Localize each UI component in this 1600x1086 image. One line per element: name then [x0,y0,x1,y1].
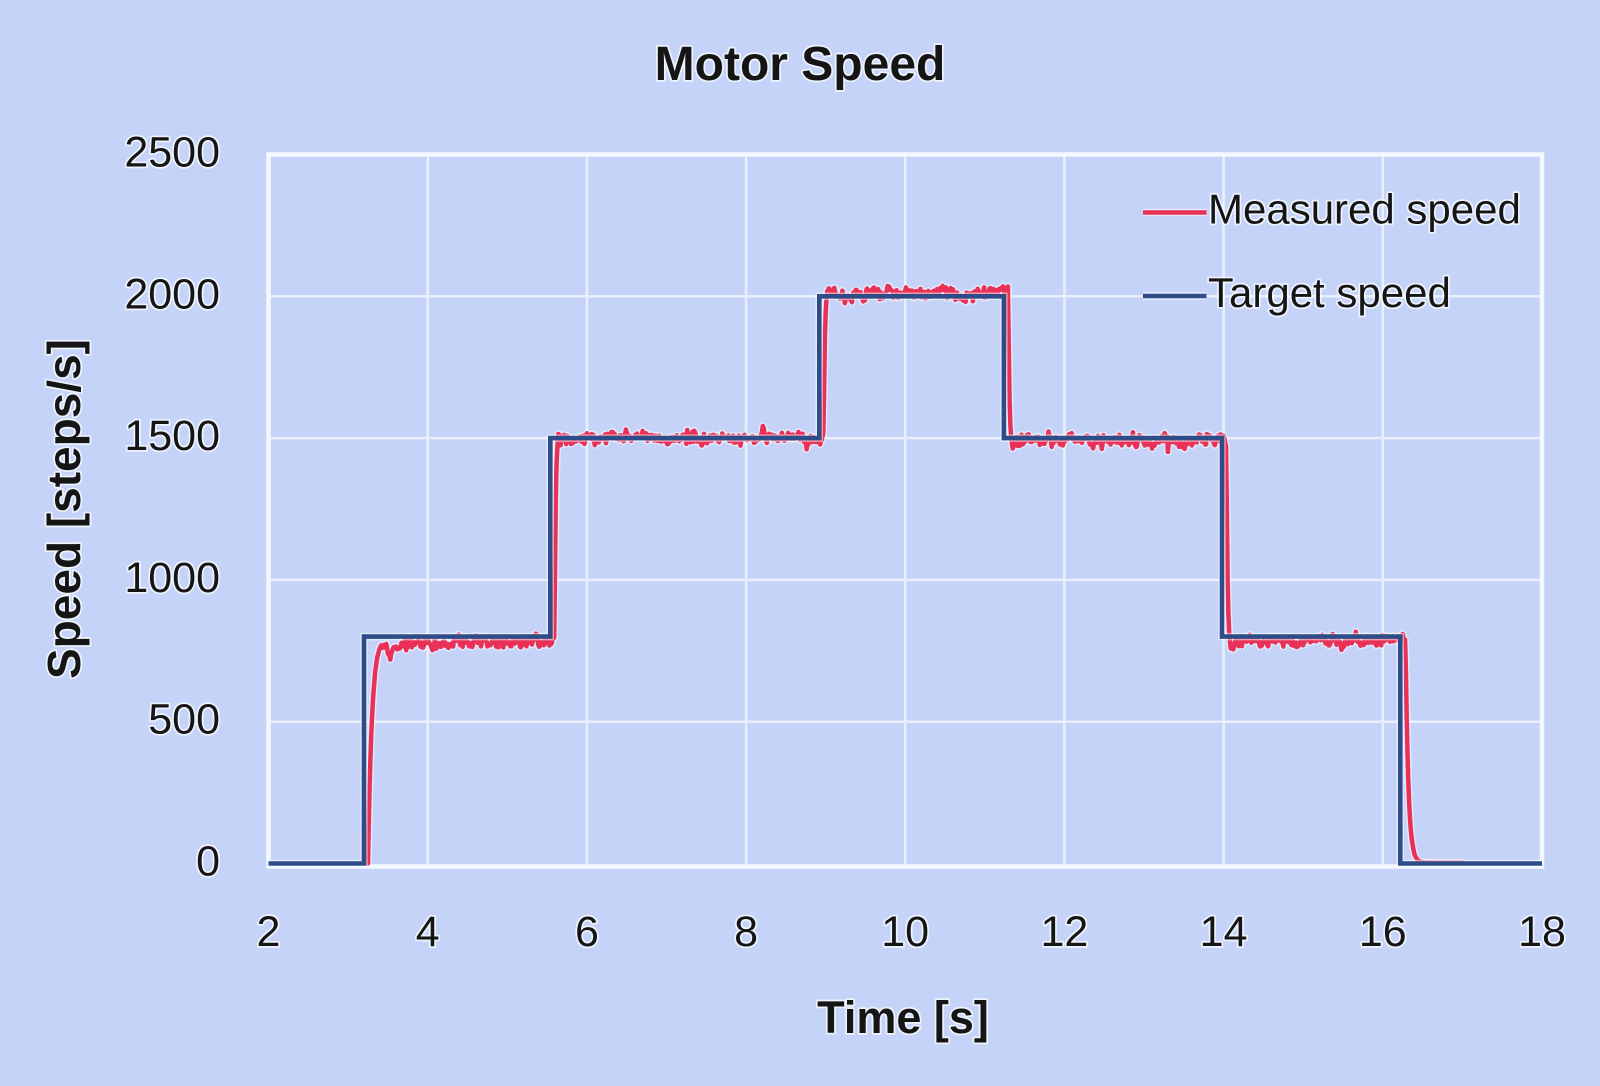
svg-text:500: 500 [148,696,220,744]
svg-text:6: 6 [575,908,599,956]
svg-text:2000: 2000 [124,270,220,318]
svg-text:12: 12 [1040,908,1088,956]
svg-text:Motor Speed: Motor Speed [655,38,946,91]
svg-text:16: 16 [1359,908,1407,956]
svg-text:Measured speed: Measured speed [1208,186,1521,233]
svg-text:8: 8 [734,908,758,956]
svg-text:4: 4 [416,908,440,956]
svg-text:2500: 2500 [124,129,220,177]
svg-text:14: 14 [1200,908,1248,956]
svg-text:1000: 1000 [124,554,220,602]
svg-text:Speed [steps/s]: Speed [steps/s] [38,339,90,679]
svg-text:2: 2 [257,908,281,956]
svg-text:0: 0 [196,838,220,886]
svg-text:18: 18 [1518,908,1566,956]
svg-text:Time [s]: Time [s] [817,992,989,1043]
svg-text:Target speed: Target speed [1208,269,1451,316]
svg-text:1500: 1500 [124,412,220,460]
svg-text:10: 10 [881,908,929,956]
